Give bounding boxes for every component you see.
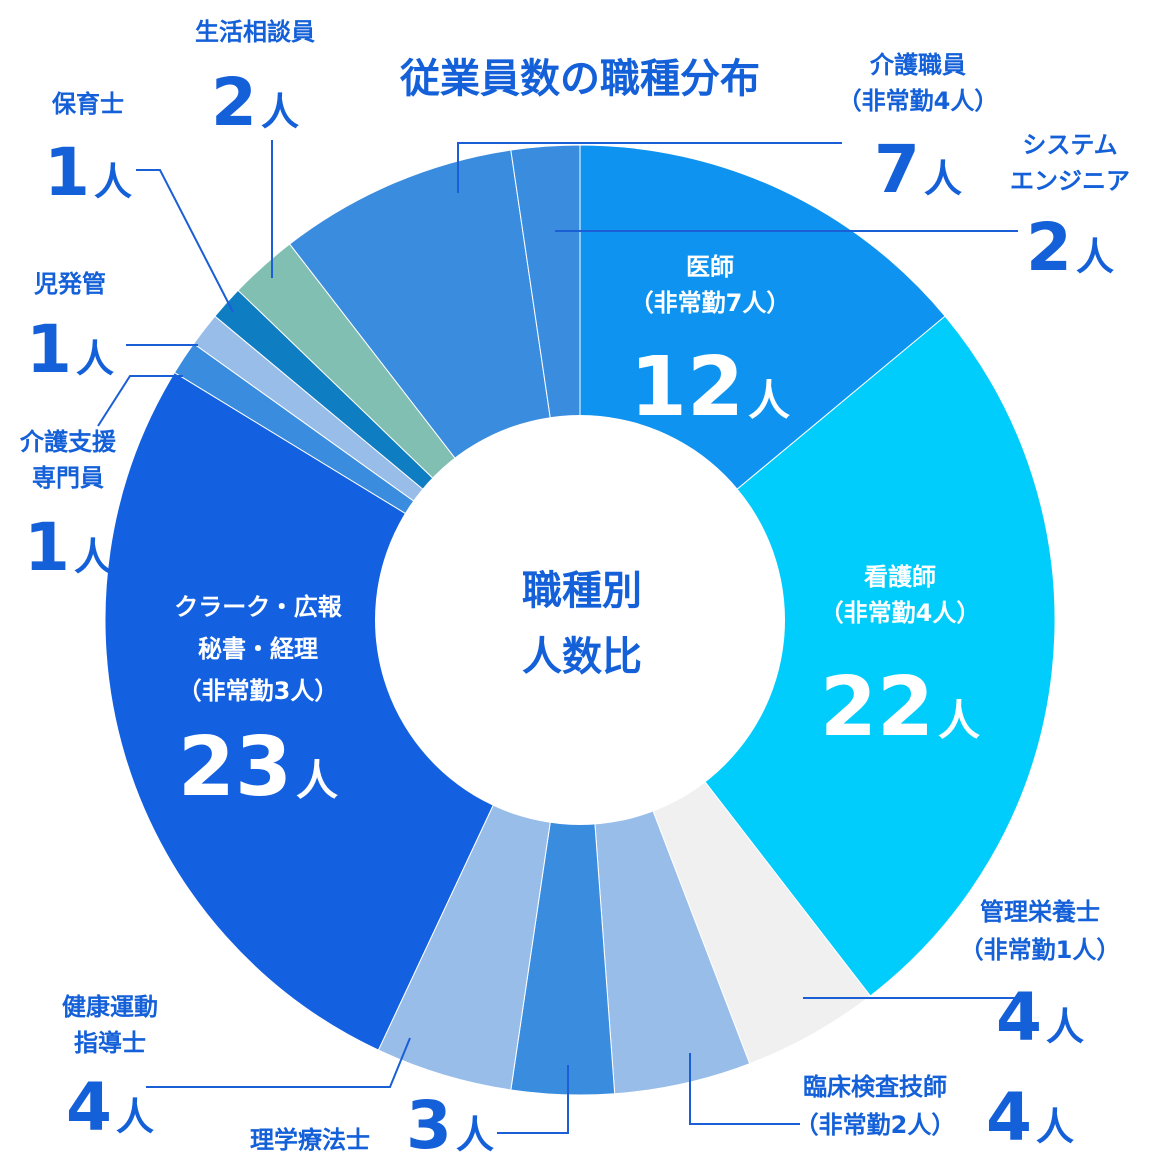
slice-value-unit-nurse: 人 <box>938 696 980 745</box>
slice-value-unit-clerk: 人 <box>296 756 338 805</box>
slice-value-number-life_counsel: 2 <box>211 64 257 141</box>
slice-label-life_counsel-line-1: 生活相談員 <box>195 18 315 46</box>
slice-label-clerk-line-3: （非常勤3人） <box>178 677 339 705</box>
slice-label-doctor-line-1: 医師 <box>686 253 734 281</box>
slice-value-number-lab_tech: 4 <box>986 1079 1032 1156</box>
slice-value-unit-dietitian: 人 <box>1046 1005 1084 1049</box>
slice-value-unit-care_support: 人 <box>74 535 112 579</box>
slice-value-unit-sys_eng: 人 <box>1076 235 1114 279</box>
slice-value-number-dietitian: 4 <box>996 979 1042 1056</box>
slice-value-unit-life_counsel: 人 <box>261 90 299 134</box>
slice-label-sys_eng-line-1: システム <box>1022 131 1117 159</box>
slice-value-number-clerk: 23 <box>178 720 292 815</box>
slice-value-unit-care_staff: 人 <box>924 157 962 201</box>
slice-label-dietitian-line-1: 管理栄養士 <box>980 898 1100 926</box>
slice-value-unit-exercise: 人 <box>116 1095 154 1139</box>
slice-label-sys_eng-line-2: エンジニア <box>1010 167 1130 195</box>
slice-value-number-child_dev: 1 <box>26 311 72 388</box>
slice-value-doctor: 12人 <box>630 340 790 435</box>
slice-label-care_support-line-1: 介護支援 <box>19 428 117 456</box>
slice-value-unit-doctor: 人 <box>748 376 790 425</box>
slice-value-number-childcare: 1 <box>44 134 90 211</box>
slice-nurse <box>579 315 1056 997</box>
slice-value-number-nurse: 22 <box>820 660 934 755</box>
leader-line-lab_tech <box>689 1053 800 1125</box>
slice-value-clerk: 23人 <box>178 720 338 815</box>
slice-label-clerk-line-2: 秘書・経理 <box>198 635 318 663</box>
slice-label-nurse-line-1: 看護師 <box>864 563 936 591</box>
slice-value-number-pt: 3 <box>406 1087 452 1160</box>
slice-label-childcare-line-1: 保育士 <box>51 90 124 118</box>
slice-label-pt-line-1: 理学療法士 <box>250 1126 370 1154</box>
slice-label-dietitian-line-2: （非常勤1人） <box>960 936 1121 964</box>
slice-label-clerk-line-1: クラーク・広報 <box>174 593 343 621</box>
leader-lines <box>97 140 1022 1134</box>
center-label-line-1: 職種別 <box>522 568 642 614</box>
slice-label-care_staff-line-2: （非常勤4人） <box>838 87 999 115</box>
slice-value-number-exercise: 4 <box>66 1069 112 1146</box>
slice-value-unit-pt: 人 <box>456 1113 494 1157</box>
leader-line-childcare <box>136 169 234 313</box>
slice-label-nurse-line-2: （非常勤4人） <box>820 599 981 627</box>
donut-hole <box>375 415 785 825</box>
slice-label-exercise-line-1: 健康運動 <box>62 993 158 1021</box>
slice-value-number-care_staff: 7 <box>874 131 920 208</box>
slice-label-child_dev-line-1: 児発管 <box>34 270 106 298</box>
slice-value-nurse: 22人 <box>820 660 980 755</box>
slice-value-unit-child_dev: 人 <box>76 337 114 381</box>
center-label-line-2: 人数比 <box>522 634 642 680</box>
slice-label-care_support-line-2: 専門員 <box>32 464 104 492</box>
slice-value-unit-lab_tech: 人 <box>1036 1105 1074 1149</box>
leader-line-care_staff <box>457 142 842 193</box>
leader-line-exercise <box>146 1037 411 1088</box>
chart-title: 従業員数の職種分布 <box>399 56 760 102</box>
slice-label-lab_tech-line-2: （非常勤2人） <box>795 1111 956 1139</box>
slice-label-exercise-line-2: 指導士 <box>74 1029 146 1057</box>
slice-label-doctor-line-2: （非常勤7人） <box>630 289 791 317</box>
slice-value-number-sys_eng: 2 <box>1026 209 1072 286</box>
leader-line-care_support <box>97 375 183 427</box>
leader-line-pt <box>497 1065 569 1134</box>
slice-value-unit-childcare: 人 <box>94 160 132 204</box>
slice-value-number-care_support: 1 <box>24 509 70 586</box>
slice-label-lab_tech-line-1: 臨床検査技師 <box>803 1073 947 1101</box>
slice-clerk <box>104 371 581 1051</box>
slice-value-number-doctor: 12 <box>630 340 744 435</box>
slice-label-care_staff-line-1: 介護職員 <box>869 51 966 79</box>
